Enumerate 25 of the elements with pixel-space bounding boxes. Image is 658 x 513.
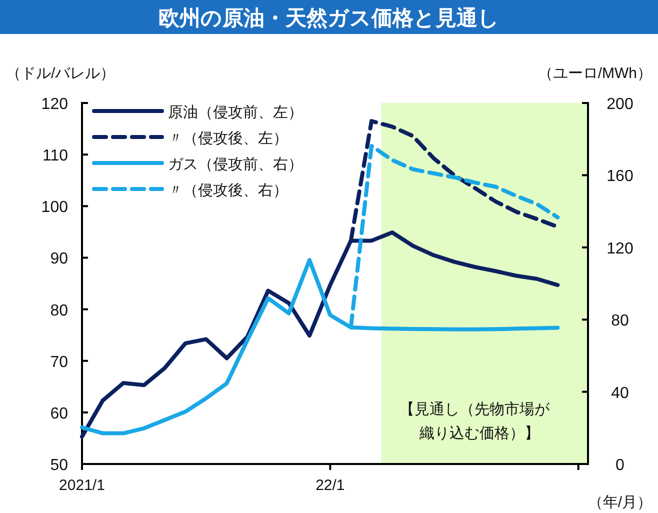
- y-tick-label: 120: [41, 96, 68, 113]
- chart-title: 欧州の原油・天然ガス価格と見通し: [158, 7, 500, 30]
- y2-tick-label: 200: [606, 96, 634, 113]
- y-tick-label: 90: [50, 250, 68, 268]
- legend-label: 〃（侵攻後、右）: [168, 182, 288, 199]
- legend-label: ガス（侵攻前、右）: [168, 156, 303, 173]
- x-tick-label: 22/1: [316, 477, 345, 494]
- y2-axis-title: （ユーロ/MWh）: [538, 65, 652, 82]
- y-tick-label: 50: [50, 457, 68, 474]
- y2-tick-label: 0: [616, 457, 625, 474]
- y2-tick-label: 40: [611, 384, 629, 402]
- band-label: 【見通し（先物市場が織り込む価格）】: [400, 401, 551, 442]
- y-tick-label: 60: [50, 405, 68, 422]
- x-tick-label: 2021/1: [59, 477, 105, 494]
- y-tick-label: 100: [41, 199, 68, 216]
- y2-tick-label: 80: [611, 312, 629, 330]
- legend-label: 〃（侵攻後、左）: [168, 130, 288, 147]
- legend-label: 原油（侵攻前、左）: [168, 104, 303, 121]
- y2-tick-label: 160: [606, 168, 634, 186]
- y-tick-label: 70: [50, 354, 68, 371]
- x-axis-title: （年/月）: [588, 494, 652, 511]
- y-axis-title: （ドル/バレル）: [6, 65, 116, 82]
- y2-tick-label: 120: [606, 240, 634, 258]
- y-tick-label: 110: [42, 148, 68, 165]
- y-tick-label: 80: [50, 302, 68, 320]
